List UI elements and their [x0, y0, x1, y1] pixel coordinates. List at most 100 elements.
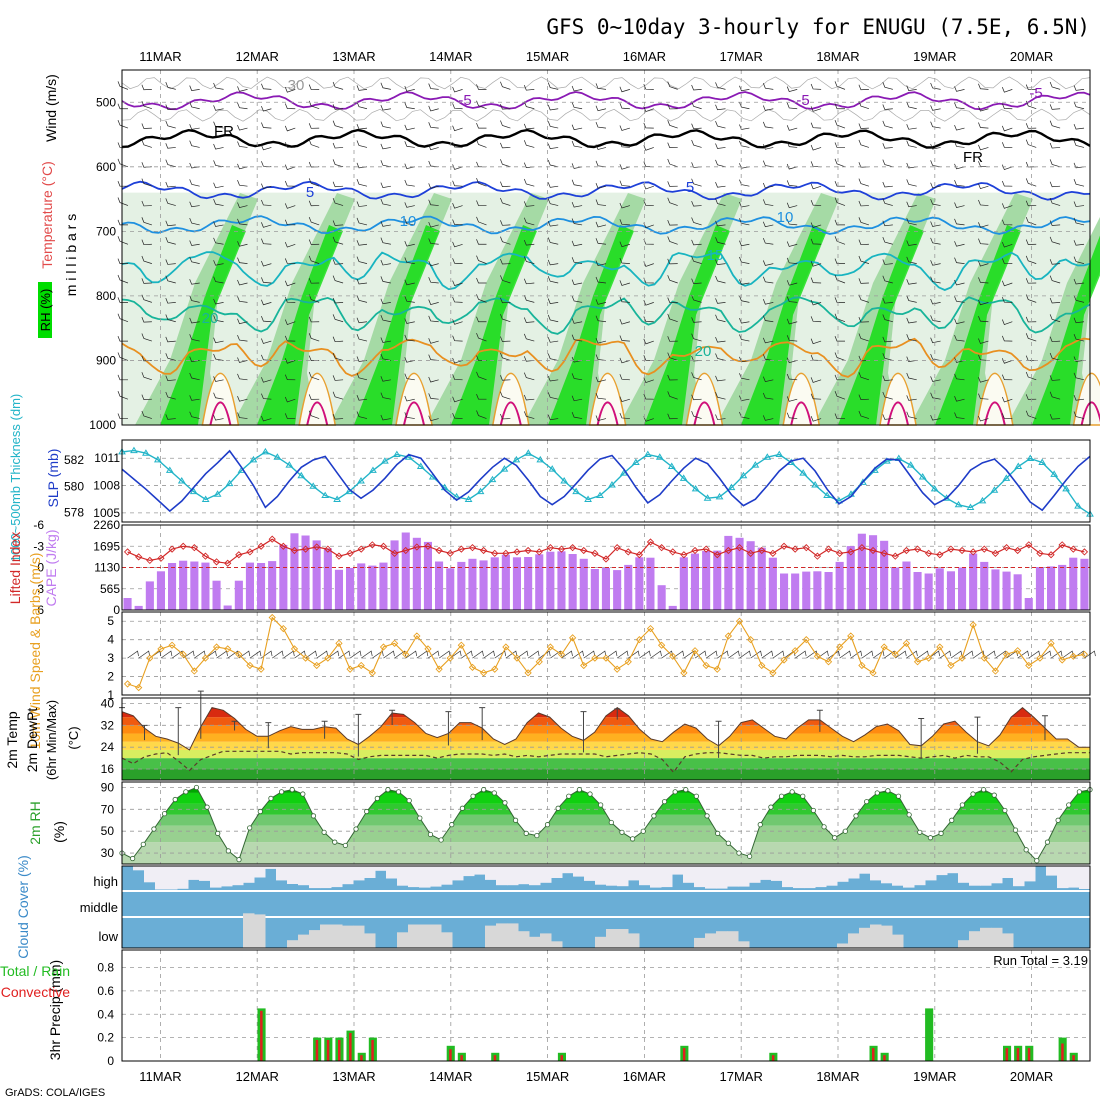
- wind-barb: [834, 103, 846, 110]
- wind-barb: [261, 415, 272, 422]
- low-cloud-gap: [529, 936, 541, 948]
- high-cloud-gap: [837, 866, 849, 882]
- wind-barb: [1049, 104, 1061, 110]
- low-cloud-gap: [1002, 933, 1014, 948]
- high-cloud-gap: [298, 866, 310, 886]
- wind-barb: [380, 276, 391, 284]
- wind-barb: [428, 144, 439, 151]
- wind-barb: [834, 81, 846, 90]
- high-cloud-gap: [529, 866, 541, 886]
- wind-barb: [213, 315, 224, 323]
- wind-barb: [213, 298, 224, 305]
- wind-barb: [332, 181, 344, 188]
- cape-bar: [746, 541, 755, 610]
- wind-barb: [476, 84, 487, 90]
- pressure-tick: 1000: [89, 418, 116, 432]
- wind-barb: [1073, 295, 1085, 303]
- wind-barb: [261, 83, 272, 90]
- wind-barb: [476, 255, 487, 264]
- temp-bands: [122, 707, 1090, 780]
- wind-barb: [930, 337, 941, 344]
- cape-bar: [479, 560, 488, 610]
- rh-marker: [715, 830, 721, 836]
- wind-barb: [954, 180, 965, 187]
- lifted-index-marker: [702, 545, 710, 553]
- wind-barb: [930, 121, 941, 129]
- wind10m-barb: [661, 650, 673, 659]
- lifted-index-marker: [724, 546, 733, 555]
- low-cloud-gap: [694, 937, 706, 948]
- wind10m-marker: [424, 645, 432, 653]
- cape-bar: [891, 567, 900, 610]
- wind-barb: [237, 86, 248, 92]
- wind-barb: [452, 241, 463, 248]
- wind-barb: [547, 337, 559, 343]
- wind-barb: [619, 86, 631, 93]
- wind-barb: [1001, 358, 1013, 364]
- lifted-index-marker: [224, 559, 232, 567]
- wind-barb: [906, 395, 917, 401]
- pressure-tick: 900: [96, 353, 116, 367]
- wind-barb: [165, 181, 176, 188]
- lifted-index-marker: [624, 548, 632, 556]
- wind-barb: [715, 275, 726, 284]
- wind10m-marker: [624, 658, 632, 666]
- wind-barb: [882, 391, 893, 400]
- minmax-bar: [1041, 715, 1048, 741]
- wind-barb: [476, 216, 487, 226]
- wind-barb: [571, 395, 583, 402]
- wind-barb: [810, 416, 822, 422]
- date-label-top: 12MAR: [236, 49, 279, 64]
- wind-barb: [1001, 87, 1013, 93]
- lifted-index-marker: [324, 545, 332, 553]
- wind-barb: [978, 122, 989, 129]
- wind-barb: [237, 296, 248, 303]
- wind-barb: [978, 354, 989, 361]
- wind-barb: [715, 314, 726, 323]
- wind-barb: [1001, 219, 1013, 226]
- thickness-marker: [381, 457, 389, 464]
- rh-marker: [1002, 807, 1008, 814]
- wind10m-marker: [702, 661, 710, 670]
- high-cloud-gap: [617, 866, 629, 887]
- cape-bar: [857, 533, 866, 610]
- rh-contour: [121, 108, 1091, 122]
- wind10m-marker: [869, 669, 877, 677]
- wind-barb: [954, 334, 965, 342]
- wind10m-barb: [416, 650, 429, 659]
- wind10m-marker: [1069, 652, 1077, 660]
- wind-barb: [954, 396, 965, 402]
- cape-bar: [279, 544, 288, 610]
- isotherms: [121, 76, 1091, 378]
- lifted-index-marker: [135, 553, 143, 561]
- wind-barb: [786, 86, 798, 92]
- wind-barb: [117, 158, 129, 168]
- cape-bar: [1069, 557, 1078, 610]
- wind-barb: [930, 199, 941, 206]
- wind-barb: [930, 105, 941, 111]
- wind-barb: [739, 279, 750, 285]
- wind10m-marker: [936, 643, 944, 651]
- dry-column: [1072, 372, 1100, 426]
- rh-marker: [1034, 858, 1040, 864]
- wind10m-barb: [717, 650, 729, 659]
- lifted-index-marker: [980, 545, 988, 553]
- wind-barb: [332, 259, 344, 265]
- minmax-axis-label: (6hr Min/Max): [44, 700, 59, 780]
- low-cloud-gap: [518, 931, 530, 948]
- thickness-tick: 582: [64, 453, 84, 467]
- wind-barb: [476, 394, 487, 400]
- wind-barb: [619, 374, 630, 381]
- cape-bar: [946, 571, 955, 610]
- rh-marker: [874, 790, 880, 796]
- thickness-marker: [285, 461, 294, 468]
- cape-bar: [1024, 598, 1033, 610]
- wind-barb: [1073, 372, 1085, 381]
- wind-barb: [308, 139, 320, 148]
- wind-barb: [189, 124, 200, 130]
- wind-barb: [762, 182, 774, 189]
- wind-barb: [834, 297, 846, 303]
- lifted-index-marker: [646, 538, 655, 546]
- date-label-top: 16MAR: [623, 49, 666, 64]
